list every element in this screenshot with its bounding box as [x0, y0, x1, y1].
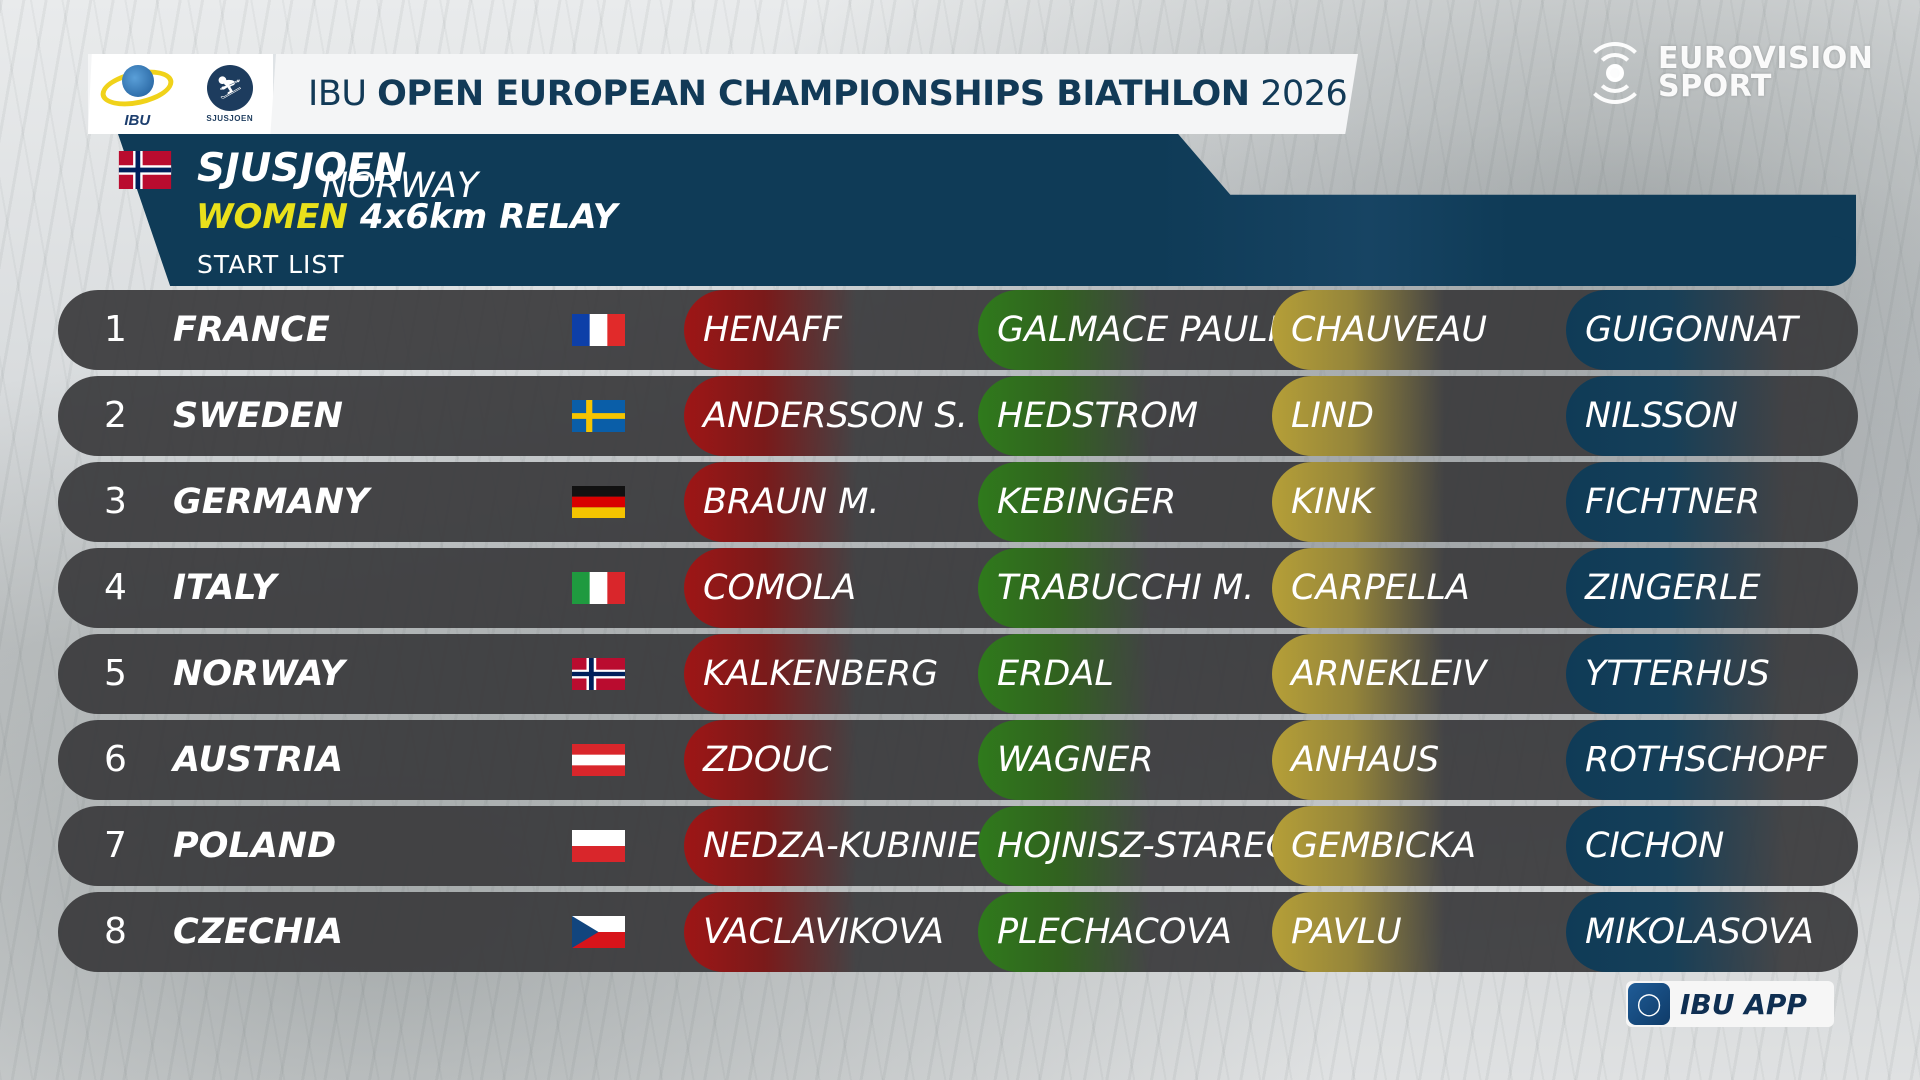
eurovision-line2: SPORT — [1658, 69, 1772, 104]
race-title: WOMEN 4x6km RELAY — [196, 197, 617, 237]
leg-2-athlete: HOJNISZ-STAREGA — [978, 806, 1317, 886]
team-row: 6 AUSTRIA ZDOUC WAGNER ANHAUS ROTHSCHOPF — [58, 720, 1858, 800]
eurovision-broadcast-icon — [1584, 42, 1646, 104]
event-location: SJUSJOEN NORWAY — [197, 146, 478, 206]
biathlete-icon: ⛷ — [206, 65, 253, 111]
logos: IBU ⛷ SJUSJOEN — [88, 54, 276, 134]
team-rank: 7 — [104, 825, 127, 866]
leg-3-athlete: PAVLU — [1272, 892, 1502, 972]
championship-title: IBU OPEN EUROPEAN CHAMPIONSHIPS BIATHLON… — [308, 74, 1348, 114]
sweden-flag-icon — [572, 400, 625, 432]
leg-4-athlete: NILSSON — [1566, 376, 1858, 456]
france-flag-icon — [572, 314, 625, 346]
czechia-flag-icon — [572, 916, 625, 948]
leg-4-athlete: YTTERHUS — [1566, 634, 1858, 714]
germany-flag-icon — [572, 486, 625, 518]
team-country: CZECHIA — [173, 912, 344, 952]
event-city: SJUSJOEN — [197, 146, 407, 191]
leg-4-athlete: ROTHSCHOPF — [1566, 720, 1858, 800]
leg-1-athlete: ZDOUC — [684, 720, 914, 800]
ibu-app-icon: ◯ — [1628, 983, 1670, 1025]
leg-1-athlete: ANDERSSON S. — [684, 376, 968, 456]
leg-1-athlete: VACLAVIKOVA — [684, 892, 944, 972]
team-country: FRANCE — [173, 310, 330, 350]
leg-2-athlete: WAGNER — [978, 720, 1208, 800]
title-prefix: IBU — [308, 74, 367, 114]
event-country: NORWAY — [322, 166, 479, 206]
leg-1-athlete: KALKENBERG — [684, 634, 938, 714]
leg-1-athlete: NEDZA-KUBINIEC — [684, 806, 1004, 886]
team-country: ITALY — [173, 568, 277, 608]
team-row: 4 ITALY COMOLA TRABUCCHI M. CARPELLA ZINGERLE — [58, 548, 1858, 628]
leg-4-athlete: CICHON — [1566, 806, 1858, 886]
leg-2-athlete: TRABUCCHI M. — [978, 548, 1254, 628]
venue-logo-text: SJUSJOEN — [206, 114, 254, 123]
leg-2-athlete: KEBINGER — [978, 462, 1208, 542]
team-rank: 3 — [104, 481, 127, 522]
italy-flag-icon — [572, 572, 625, 604]
team-rank: 5 — [104, 653, 127, 694]
leg-4-athlete: GUIGONNAT — [1566, 290, 1858, 370]
poland-flag-icon — [572, 830, 625, 862]
leg-3-athlete: LIND — [1272, 376, 1502, 456]
leg-1-athlete: BRAUN M. — [684, 462, 914, 542]
title-main: OPEN EUROPEAN CHAMPIONSHIPS BIATHLON — [377, 74, 1250, 114]
ibu-logo-text: IBU — [124, 112, 151, 129]
team-country: AUSTRIA — [173, 740, 344, 780]
team-rank: 2 — [104, 395, 127, 436]
leg-4-athlete: FICHTNER — [1566, 462, 1858, 542]
team-country: SWEDEN — [173, 396, 343, 436]
eurovision-sport-logo: EUROVISION SPORT — [1584, 40, 1874, 106]
team-row: 5 NORWAY KALKENBERG ERDAL ARNEKLEIV YTTERHUS — [58, 634, 1858, 714]
team-row: 3 GERMANY BRAUN M. KEBINGER KINK FICHTNER — [58, 462, 1858, 542]
sjusjoen-venue-logo: ⛷ SJUSJOEN — [195, 59, 265, 129]
team-rank: 1 — [104, 309, 127, 350]
leg-2-athlete: PLECHACOVA — [978, 892, 1232, 972]
team-country: NORWAY — [173, 654, 345, 694]
leg-3-athlete: ARNEKLEIV — [1272, 634, 1502, 714]
team-row: 7 POLAND NEDZA-KUBINIEC HOJNISZ-STAREGA GEMB… — [58, 806, 1858, 886]
team-row: 1 FRANCE HENAFF GALMACE PAULIN CHAUVEAU GUIGO… — [58, 290, 1858, 370]
leg-2-athlete: GALMACE PAULIN — [978, 290, 1304, 370]
eurovision-wordmark: EUROVISION SPORT — [1658, 41, 1874, 104]
ibu-app-badge: ◯ IBU APP — [1626, 981, 1834, 1027]
leg-3-athlete: GEMBICKA — [1272, 806, 1502, 886]
list-type-label: START LIST — [197, 250, 345, 279]
leg-1-athlete: COMOLA — [684, 548, 914, 628]
leg-1-athlete: HENAFF — [684, 290, 914, 370]
leg-3-athlete: CHAUVEAU — [1272, 290, 1502, 370]
team-row: 8 CZECHIA VACLAVIKOVA PLECHACOVA PAVLU MIKOLA… — [58, 892, 1858, 972]
austria-flag-icon — [572, 744, 625, 776]
team-rank: 6 — [104, 739, 127, 780]
race-format: RELAY — [499, 197, 618, 237]
event-panel-end-cap — [1780, 236, 1856, 286]
leg-4-athlete: MIKOLASOVA — [1566, 892, 1858, 972]
team-country: GERMANY — [173, 482, 370, 522]
leg-2-athlete: HEDSTROM — [978, 376, 1208, 456]
race-distance: 4x6km — [359, 197, 488, 237]
start-list: 1 FRANCE HENAFF GALMACE PAULIN CHAUVEAU GUIGO… — [58, 290, 1858, 978]
norway-flag-icon — [572, 658, 625, 690]
championship-title-bar: IBU ⛷ SJUSJOEN IBU OPEN EUROPEAN CHAMPIO… — [88, 54, 1358, 134]
team-rank: 8 — [104, 911, 127, 952]
leg-3-athlete: KINK — [1272, 462, 1502, 542]
norway-flag-icon — [118, 151, 172, 189]
leg-2-athlete: ERDAL — [978, 634, 1208, 714]
team-rank: 4 — [104, 567, 127, 608]
team-country: POLAND — [173, 826, 337, 866]
title-year: 2026 — [1260, 74, 1348, 114]
leg-4-athlete: ZINGERLE — [1566, 548, 1858, 628]
leg-3-athlete: ANHAUS — [1272, 720, 1502, 800]
eurovision-line1: EUROVISION — [1658, 41, 1874, 76]
ibu-app-label: IBU APP — [1680, 987, 1807, 1021]
race-category: WOMEN — [196, 197, 348, 237]
team-row: 2 SWEDEN ANDERSSON S. HEDSTROM LIND NILSSON — [58, 376, 1858, 456]
leg-3-athlete: CARPELLA — [1272, 548, 1502, 628]
ibu-logo: IBU — [96, 59, 178, 129]
